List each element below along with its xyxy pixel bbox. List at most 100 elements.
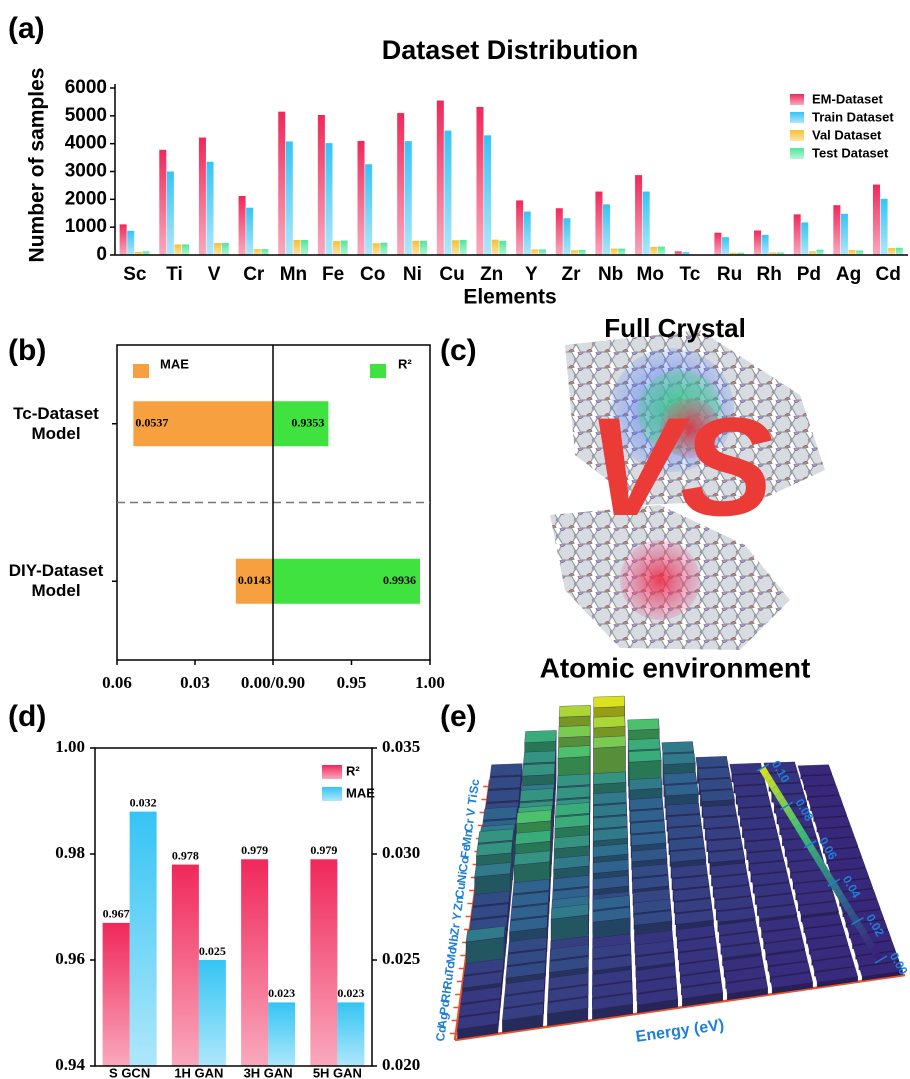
colorbar-segment <box>818 862 828 873</box>
bar-top <box>677 936 717 952</box>
bar-top <box>755 893 795 908</box>
legend-swatch <box>322 787 342 801</box>
bar-top <box>628 749 662 763</box>
bar-top <box>797 764 833 776</box>
panel-label: (e) <box>440 700 477 733</box>
y-tick-label: Fe <box>458 843 474 859</box>
bar-top <box>711 874 750 888</box>
bar <box>268 1002 296 1066</box>
bar <box>241 859 269 1066</box>
bar-top <box>593 815 628 830</box>
bar <box>182 244 190 255</box>
bar-top <box>557 773 591 787</box>
bar <box>538 249 546 255</box>
data-label: 0.9936 <box>383 573 416 587</box>
bar-top <box>700 789 735 802</box>
data-label: 0.979 <box>310 843 337 857</box>
bar <box>436 100 444 256</box>
bar <box>516 200 524 255</box>
bar-top <box>675 925 716 941</box>
bar-top <box>464 958 504 976</box>
colorbar-segment <box>861 932 872 943</box>
env-sphere <box>660 398 720 458</box>
data-label: 0.979 <box>241 843 268 857</box>
bar <box>578 249 586 255</box>
bar-top <box>698 778 733 791</box>
bar <box>444 130 452 255</box>
bar-top <box>557 745 591 759</box>
bar-top <box>736 795 771 808</box>
data-label: 0.978 <box>172 848 199 862</box>
legend-swatch <box>790 94 804 105</box>
y-tick-label: V <box>463 807 478 817</box>
colorbar-segment <box>786 810 797 822</box>
bar-top <box>631 863 669 878</box>
bar <box>412 240 420 255</box>
bar-top <box>719 931 760 947</box>
bar-top <box>820 837 859 850</box>
bar-top <box>465 925 506 943</box>
data-label: 0.967 <box>103 907 130 921</box>
colorbar-segment <box>829 881 840 892</box>
bar <box>888 248 896 255</box>
bar <box>127 230 135 255</box>
bar <box>174 244 182 255</box>
bar <box>476 106 484 255</box>
bar <box>171 864 199 1066</box>
bar <box>380 242 388 255</box>
colorbar-tick <box>756 763 770 772</box>
bar-top <box>483 806 518 821</box>
x-tick-label: 0.95 <box>337 673 367 692</box>
bar <box>840 213 848 255</box>
x-tick-label: Ru <box>717 264 742 285</box>
floor-edge <box>454 973 906 1042</box>
bar-top <box>664 783 699 797</box>
y-tick-label: Co <box>456 855 472 873</box>
bar-top <box>592 955 632 972</box>
bar-top <box>635 952 675 968</box>
env-sphere <box>620 540 700 620</box>
colorbar-segment <box>806 842 817 854</box>
bar-top <box>701 804 737 818</box>
bar <box>754 230 762 255</box>
illustration-caption: Atomic environment <box>540 652 811 683</box>
bar <box>246 207 254 255</box>
bar-top <box>457 1012 500 1030</box>
bar <box>273 401 329 447</box>
bar <box>253 249 261 255</box>
bar <box>285 141 293 255</box>
x-tick-label: 0.03 <box>180 673 210 692</box>
bar <box>206 161 214 255</box>
bar-top <box>801 913 842 929</box>
legend-swatch <box>322 765 342 779</box>
bar-top <box>759 917 800 932</box>
legend-swatch <box>133 364 149 378</box>
bar-top <box>462 971 503 989</box>
bar-top <box>519 788 554 802</box>
bar-top <box>761 927 803 943</box>
colorbar-segment <box>849 913 860 924</box>
colorbar-segment <box>837 894 848 905</box>
bar-top <box>593 735 626 749</box>
x-tick-label: Cu <box>439 264 464 285</box>
bar <box>642 191 650 255</box>
legend-label: R² <box>346 763 360 778</box>
bar-top <box>593 715 626 729</box>
bar-top <box>705 827 741 840</box>
y-tick-label: 2000 <box>65 188 107 209</box>
bar-top <box>555 802 590 817</box>
x-tick-label: V <box>208 264 221 285</box>
x-tick-label: Co <box>360 264 385 285</box>
bar-top <box>798 901 839 916</box>
bar-top <box>503 990 545 1008</box>
x-tick-label: Fe <box>322 264 344 285</box>
y-tick-label: Cu <box>452 881 468 899</box>
data-label: 0.023 <box>268 986 295 1000</box>
bar <box>523 211 531 255</box>
y-tick-label: 6000 <box>65 77 107 98</box>
bar-top <box>742 828 779 841</box>
bar <box>273 558 420 604</box>
bar-top <box>706 838 743 852</box>
bar-top <box>673 898 713 913</box>
